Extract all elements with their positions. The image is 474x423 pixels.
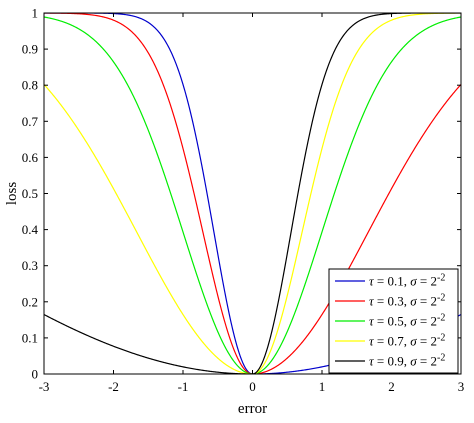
- y-tick-label: 0.8: [22, 78, 38, 93]
- legend-entry: τ = 0.9, σ = 2-2: [369, 353, 445, 369]
- y-tick-label: 0.4: [22, 222, 39, 237]
- legend-entry: τ = 0.1, σ = 2-2: [369, 273, 445, 289]
- tick-labels-group: -3 -2 -1 0 1 2 3 0 0.1 0.2 0.3 0.4 0.5 0.6 0.7 0.8 0.9 1: [22, 6, 465, 395]
- x-tick-label: -3: [39, 379, 50, 394]
- y-tick-label: 0.5: [22, 186, 38, 201]
- series-line-tau-0.3: [44, 13, 461, 374]
- y-tick-label: 0.7: [22, 114, 39, 129]
- x-tick-label: 2: [388, 379, 395, 394]
- y-tick-label: 1: [32, 6, 39, 21]
- legend: τ = 0.1, σ = 2-2 τ = 0.3, σ = 2-2 τ = 0.5,…: [328, 268, 459, 374]
- x-axis-label: error: [238, 401, 267, 417]
- y-tick-label: 0.2: [22, 294, 38, 309]
- y-tick-label: 0.3: [22, 258, 38, 273]
- y-tick-label: 0.1: [22, 330, 38, 345]
- series-line-tau-0.7: [44, 13, 461, 374]
- y-axis-label: loss: [4, 182, 20, 206]
- series-line-tau-0.5: [44, 16, 461, 374]
- y-tick-label: 0.9: [22, 42, 38, 57]
- legend-entry: τ = 0.3, σ = 2-2: [369, 293, 445, 309]
- x-tick-label: -1: [178, 379, 189, 394]
- x-tick-label: 1: [319, 379, 326, 394]
- legend-entry: τ = 0.7, σ = 2-2: [369, 333, 445, 349]
- x-tick-label: 0: [249, 379, 256, 394]
- x-tick-label: -2: [108, 379, 119, 394]
- x-tick-label: 3: [458, 379, 465, 394]
- y-tick-label: 0: [32, 367, 39, 382]
- y-tick-label: 0.6: [22, 150, 39, 165]
- legend-entry: τ = 0.5, σ = 2-2: [369, 313, 445, 329]
